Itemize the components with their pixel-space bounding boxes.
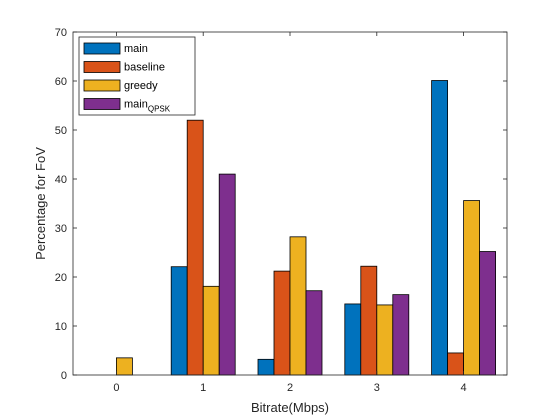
legend-label-mainQPSK: mainQPSK	[124, 99, 171, 114]
bar-greedy-4	[463, 200, 481, 376]
bar-main-3	[344, 303, 362, 376]
x-tick-label: 0	[113, 382, 119, 394]
y-tick-label: 70	[55, 27, 67, 39]
y-tick-label: 20	[55, 272, 67, 284]
y-tick-label: 50	[55, 125, 67, 137]
legend-label-greedy: greedy	[124, 80, 158, 92]
bar-baseline-4	[447, 352, 465, 376]
bar-greedy-3	[376, 304, 394, 376]
legend: main baseline greedy mainQPSK	[78, 36, 196, 116]
bar-main-1	[170, 266, 188, 376]
bar-mainQPSK-1	[218, 173, 236, 376]
y-tick-label: 60	[55, 76, 67, 88]
x-tick-label: 2	[287, 382, 293, 394]
legend-swatch-mainQPSK	[83, 98, 121, 110]
legend-label-baseline: baseline	[124, 62, 165, 74]
axes-layer: 0 10 20 30 40 50 60 70 0 1 2 3 4	[55, 27, 508, 394]
legend-swatch-greedy	[83, 79, 121, 92]
bar-mainQPSK-3	[392, 294, 410, 376]
y-tick-label: 30	[55, 223, 67, 235]
legend-swatch-main	[83, 42, 121, 55]
x-tick-label: 4	[461, 382, 467, 394]
bar-greedy-1	[202, 285, 220, 376]
legend-label-main: main	[124, 43, 148, 55]
y-tick-label: 10	[55, 321, 67, 333]
y-tick-label: 0	[61, 370, 67, 382]
x-tick-label: 3	[374, 382, 380, 394]
y-tick-label: 40	[55, 174, 67, 186]
bar-main-4	[431, 80, 449, 376]
legend-swatch-baseline	[83, 61, 121, 73]
bar-baseline-3	[360, 265, 378, 376]
bar-greedy-0	[116, 357, 133, 376]
bar-baseline-2	[273, 270, 291, 376]
bar-mainQPSK-2	[305, 290, 323, 376]
y-axis-title: Percentage for FoV	[33, 147, 48, 260]
x-axis-title: Bitrate(Mbps)	[251, 400, 329, 415]
x-tick-label: 1	[200, 382, 206, 394]
bar-greedy-2	[289, 236, 307, 376]
bar-baseline-1	[186, 119, 204, 376]
bar-main-2	[257, 358, 275, 376]
bar-mainQPSK-4	[479, 251, 497, 376]
